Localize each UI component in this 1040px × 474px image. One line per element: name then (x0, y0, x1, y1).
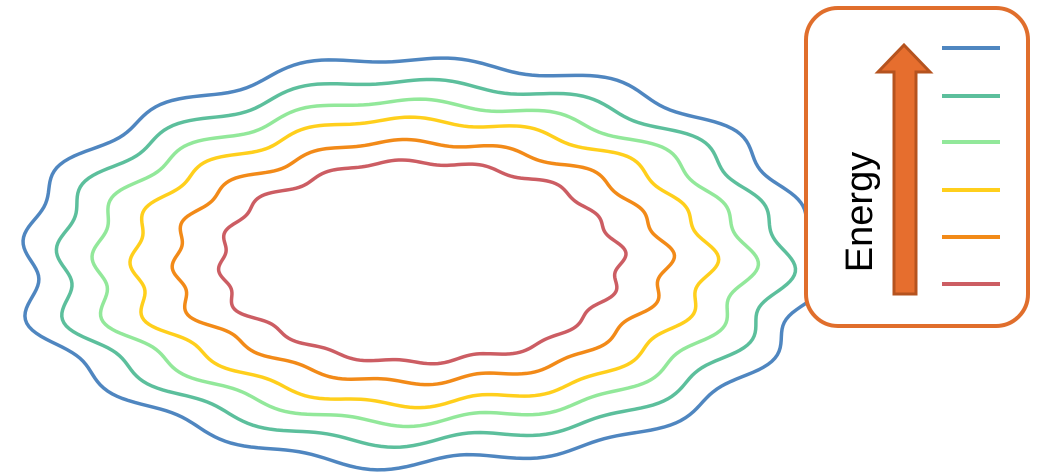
legend-label: Energy (839, 152, 881, 272)
contour-5 (170, 137, 677, 387)
up-arrow-icon (874, 42, 934, 296)
contour-6 (216, 158, 628, 366)
energy-legend: Energy (804, 6, 1030, 328)
contour-group (21, 56, 832, 472)
legend-swatches (942, 46, 1000, 286)
contour-1 (21, 56, 832, 472)
contour-4 (128, 115, 721, 410)
contour-2 (54, 77, 798, 450)
contour-3 (90, 97, 761, 429)
